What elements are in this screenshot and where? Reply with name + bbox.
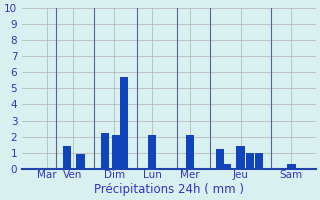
Bar [76, 154, 85, 169]
Bar [246, 153, 254, 169]
Bar [216, 149, 224, 169]
Bar [287, 164, 295, 169]
Bar [255, 153, 263, 169]
Bar [101, 133, 109, 169]
Bar [186, 135, 194, 169]
X-axis label: Précipitations 24h ( mm ): Précipitations 24h ( mm ) [94, 183, 244, 196]
Bar [236, 146, 245, 169]
Bar [63, 146, 71, 169]
Bar [112, 135, 120, 169]
Bar [148, 135, 156, 169]
Bar [120, 77, 128, 169]
Bar [223, 164, 231, 169]
